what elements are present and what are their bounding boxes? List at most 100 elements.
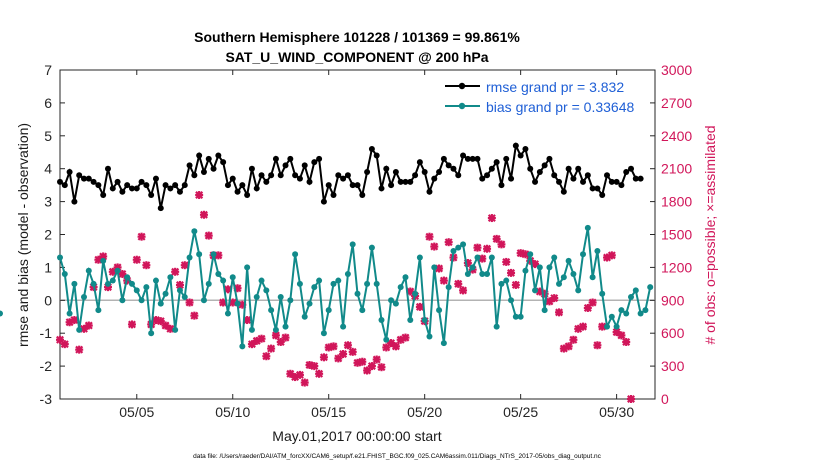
rmse-point	[560, 188, 567, 195]
rmse-point	[244, 192, 251, 199]
rmse-point	[436, 168, 443, 175]
bias-point	[512, 313, 519, 320]
bias-point	[397, 284, 404, 291]
obs-assimilated-point	[425, 232, 434, 241]
rmse-point	[383, 165, 390, 172]
y-tick-label: 3	[44, 194, 52, 210]
obs-assimilated-point	[564, 342, 573, 351]
obs-assimilated-point	[372, 355, 381, 364]
bias-point	[450, 247, 457, 254]
bias-point	[253, 294, 260, 301]
y-axis-label: rmse and bias (model - observation)	[15, 123, 31, 347]
rmse-point	[80, 175, 87, 182]
rmse-point	[320, 198, 327, 205]
bias-point	[474, 254, 481, 261]
obs-assimilated-point	[142, 261, 151, 270]
legend-label-rmse: rmse grand pr = 3.832	[486, 79, 624, 95]
rmse-point	[440, 155, 447, 162]
rmse-point	[172, 182, 179, 189]
obs-assimilated-point	[204, 231, 213, 240]
obs-assimilated-point	[195, 191, 204, 200]
legend-label-bias: bias grand pr = 0.33648	[486, 99, 634, 115]
obs-assimilated-point	[329, 342, 338, 351]
bias-point	[388, 297, 395, 304]
bias-point	[493, 323, 500, 330]
y2-axis-label: # of obs: o=possible; ×=assimilated	[702, 125, 718, 344]
obs-assimilated-point	[190, 311, 199, 320]
rmse-point	[378, 185, 385, 192]
bias-point	[311, 284, 318, 291]
bias-point	[119, 297, 126, 304]
data-file-footnote: data file: /Users/raeder/DAI/ATM_forcXX/…	[193, 453, 602, 460]
obs-assimilated-point	[343, 341, 352, 350]
bias-point	[344, 270, 351, 277]
rmse-point	[268, 172, 275, 179]
plot-frame	[59, 69, 656, 400]
bias-point	[335, 277, 342, 284]
obs-assimilated-point	[310, 362, 319, 371]
rmse-point	[234, 188, 241, 195]
x-tick-label: 05/05	[119, 404, 154, 420]
chart-title: Southern Hemisphere 101228 / 101369 = 99…	[194, 29, 520, 45]
rmse-point	[532, 178, 539, 185]
bias-point	[416, 254, 423, 261]
bias-point	[527, 251, 534, 258]
bias-point	[479, 270, 486, 277]
obs-assimilated-point	[435, 264, 444, 273]
rmse-point	[224, 182, 231, 189]
rmse-point	[632, 175, 639, 182]
bias-point	[517, 313, 524, 320]
bias-point	[296, 280, 303, 287]
obs-assimilated-point	[132, 255, 141, 264]
bias-point	[647, 284, 654, 291]
bias-point	[556, 280, 563, 287]
rmse-point	[402, 178, 409, 185]
bias-point	[412, 290, 419, 297]
bias-point	[0, 310, 3, 317]
rmse-point	[508, 175, 515, 182]
obs-assimilated-point	[137, 232, 146, 241]
bias-point	[551, 254, 558, 261]
obs-assimilated-point	[60, 340, 69, 349]
bias-point	[277, 294, 284, 301]
bias-point	[383, 336, 390, 343]
x-tick-label: 05/10	[215, 404, 250, 420]
bias-point	[104, 280, 111, 287]
chart-subtitle: SAT_U_WIND_COMPONENT @ 200 hPa	[225, 49, 488, 65]
obs-assimilated-point	[319, 353, 328, 362]
bias-point	[301, 313, 308, 320]
obs-assimilated-point	[454, 279, 463, 288]
bias-point	[282, 323, 289, 330]
rmse-point	[229, 175, 236, 182]
rmse-point	[589, 185, 596, 192]
rmse-point	[608, 178, 615, 185]
x-tick-label: 05/30	[599, 404, 634, 420]
bias-point	[488, 254, 495, 261]
rmse-point	[618, 182, 625, 189]
y2-tick-label: 3000	[661, 62, 692, 78]
bias-point	[522, 267, 529, 274]
obs-assimilated-point	[262, 352, 271, 361]
rmse-point	[186, 162, 193, 169]
rmse-point	[287, 155, 294, 162]
obs-assimilated-point	[84, 321, 93, 330]
rmse-point	[253, 185, 260, 192]
rmse-point	[556, 178, 563, 185]
rmse-point	[613, 178, 620, 185]
bias-point	[215, 270, 222, 277]
rmse-point	[445, 162, 452, 169]
rmse-point	[104, 165, 111, 172]
y2-tick-label: 2100	[661, 161, 692, 177]
bias-point	[196, 251, 203, 258]
bias-point	[546, 264, 553, 271]
bias-point	[623, 310, 630, 317]
obs-assimilated-point	[199, 210, 208, 219]
y2-tick-label: 1800	[661, 194, 692, 210]
legend-marker-bias	[458, 102, 466, 110]
obs-assimilated-point	[617, 331, 626, 340]
rmse-point	[66, 168, 73, 175]
bias-point	[85, 267, 92, 274]
rmse-point	[488, 165, 495, 172]
rmse-point	[421, 168, 428, 175]
rmse-point	[282, 162, 289, 169]
